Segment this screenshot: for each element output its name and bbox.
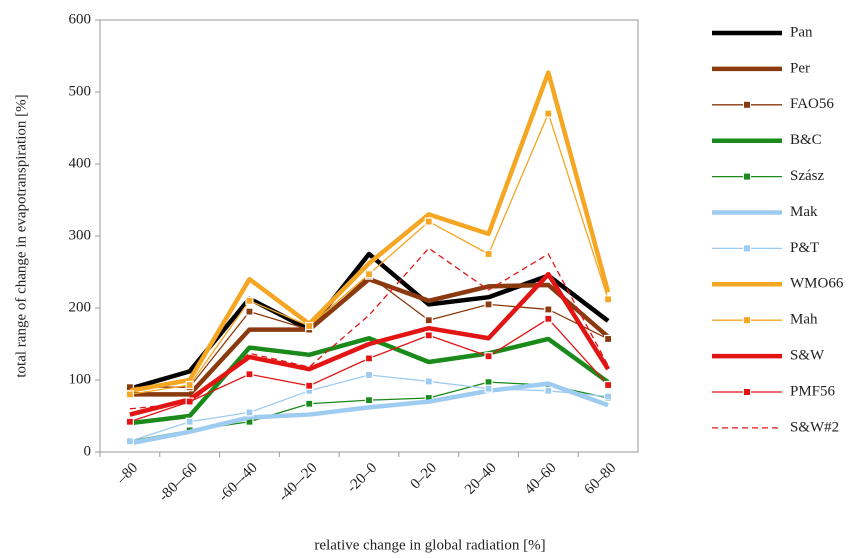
data-point [245, 408, 254, 417]
series-line [129, 381, 609, 446]
x-tick-label: -60–-40 [216, 460, 261, 505]
series-line [129, 271, 611, 417]
y-axis-title: total range of change in evapotranspirat… [13, 94, 29, 377]
legend-label: Per [790, 60, 810, 76]
data-point [424, 377, 433, 386]
legend-label: Szász [790, 168, 824, 184]
data-point [245, 296, 254, 305]
y-tick-label: 300 [69, 227, 92, 243]
series-line [129, 70, 611, 394]
data-point [364, 370, 374, 380]
legend-label: Mah [790, 312, 818, 328]
legend-label: Pan [790, 24, 813, 40]
data-point [305, 321, 314, 331]
y-tick-label: 100 [69, 371, 92, 387]
legend-marker [743, 100, 751, 109]
y-tick-label: 500 [69, 83, 92, 99]
legend-label: S&W [790, 348, 825, 364]
legend-marker [743, 172, 751, 181]
data-point [305, 381, 314, 390]
x-tick-label: -20–0 [344, 460, 380, 496]
data-point [245, 370, 254, 379]
series-line [129, 335, 610, 426]
x-tick-label: 0–20 [408, 460, 441, 493]
x-tick-label: -80–-60 [156, 460, 201, 505]
data-point [364, 354, 374, 363]
data-point [185, 397, 194, 406]
y-tick-label: 200 [69, 299, 92, 315]
data-point [125, 437, 134, 446]
x-tick-label: 60–80 [582, 460, 620, 498]
data-point [484, 384, 493, 393]
y-tick-label: 400 [69, 155, 92, 171]
x-axis-title: relative change in global radiation [%] [314, 537, 545, 553]
data-point [604, 392, 613, 401]
legend-label: FAO56 [790, 96, 834, 112]
x-tick-label: –80 [113, 460, 141, 488]
data-point [305, 399, 314, 408]
data-point [484, 300, 493, 309]
data-point [424, 217, 433, 226]
legend-label: Mak [790, 204, 818, 220]
legend-label: WMO66 [790, 276, 844, 292]
legend-label: S&W#2 [790, 419, 839, 435]
legend-marker [743, 244, 751, 253]
data-point [424, 316, 433, 325]
data-point [544, 314, 553, 323]
data-point [484, 352, 493, 361]
data-point [544, 386, 553, 395]
data-point [364, 396, 374, 405]
legend-marker [743, 388, 751, 396]
x-tick-label: 20–40 [462, 460, 500, 498]
x-tick-label: 40–60 [522, 460, 560, 498]
data-point [364, 270, 374, 279]
data-point [245, 307, 254, 316]
data-point [604, 295, 613, 304]
data-point [185, 380, 194, 390]
data-point [544, 109, 553, 118]
data-point [125, 390, 134, 399]
data-point [125, 417, 134, 426]
data-point [484, 249, 493, 259]
data-point [424, 331, 433, 340]
data-point [185, 417, 194, 426]
legend-label: PMF56 [790, 383, 836, 399]
y-tick-label: 600 [69, 11, 92, 27]
x-tick-label: -40–-20 [276, 460, 321, 505]
legend-label: B&C [790, 132, 822, 148]
y-tick-label: 0 [84, 443, 92, 459]
legend-label: P&T [790, 240, 819, 256]
legend-marker [743, 316, 751, 325]
series-line [129, 247, 609, 410]
data-point [604, 334, 613, 344]
data-point [544, 305, 553, 314]
data-point [604, 380, 613, 390]
